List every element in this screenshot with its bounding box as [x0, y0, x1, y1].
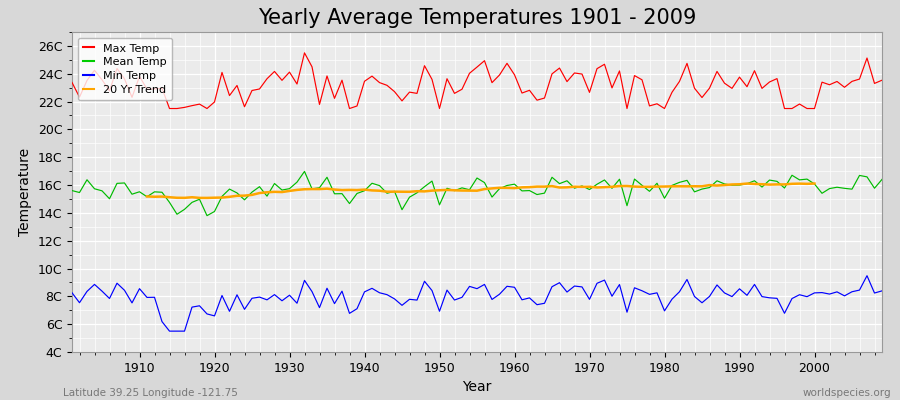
- Legend: Max Temp, Mean Temp, Min Temp, 20 Yr Trend: Max Temp, Mean Temp, Min Temp, 20 Yr Tre…: [77, 38, 172, 100]
- Text: Latitude 39.25 Longitude -121.75: Latitude 39.25 Longitude -121.75: [63, 388, 238, 398]
- Title: Yearly Average Temperatures 1901 - 2009: Yearly Average Temperatures 1901 - 2009: [257, 8, 697, 28]
- Text: worldspecies.org: worldspecies.org: [803, 388, 891, 398]
- X-axis label: Year: Year: [463, 380, 491, 394]
- Y-axis label: Temperature: Temperature: [18, 148, 32, 236]
